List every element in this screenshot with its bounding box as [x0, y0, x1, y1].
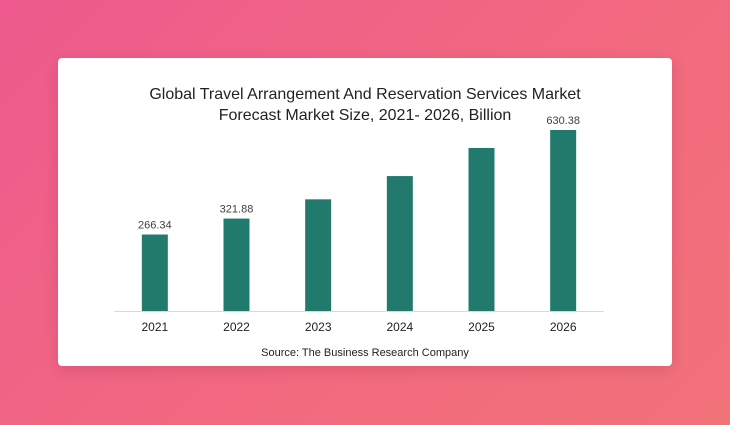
bar-2025	[468, 147, 495, 311]
bar-2023	[305, 199, 332, 311]
chart-title: Global Travel Arrangement And Reservatio…	[58, 84, 672, 126]
x-tick-label-2022: 2022	[223, 320, 250, 334]
chart-title-line-1: Global Travel Arrangement And Reservatio…	[149, 86, 581, 103]
x-tick-label-2021: 2021	[141, 320, 168, 334]
bar-2022	[223, 218, 250, 311]
x-tick-label-2023: 2023	[305, 320, 332, 334]
x-tick-label-2026: 2026	[550, 320, 577, 334]
data-label-2026: 630.38	[546, 115, 580, 127]
bar-chart: 266.34 2021 321.88 2022 2023 2024 2025 630.38 20…	[114, 115, 604, 334]
bar-2021	[141, 234, 168, 311]
data-label-2021: 266.34	[138, 220, 172, 232]
chart-title-line-2: Forecast Market Size, 2021- 2026, Billio…	[218, 107, 512, 124]
bar-2026	[550, 129, 577, 311]
bar-2024	[386, 176, 413, 311]
data-label-2022: 321.88	[220, 204, 254, 216]
x-tick-label-2025: 2025	[468, 320, 495, 334]
x-tick-label-2024: 2024	[386, 320, 413, 334]
chart-card: Global Travel Arrangement And Reservatio…	[58, 58, 672, 366]
chart-source: Source: The Business Research Company	[261, 347, 469, 359]
